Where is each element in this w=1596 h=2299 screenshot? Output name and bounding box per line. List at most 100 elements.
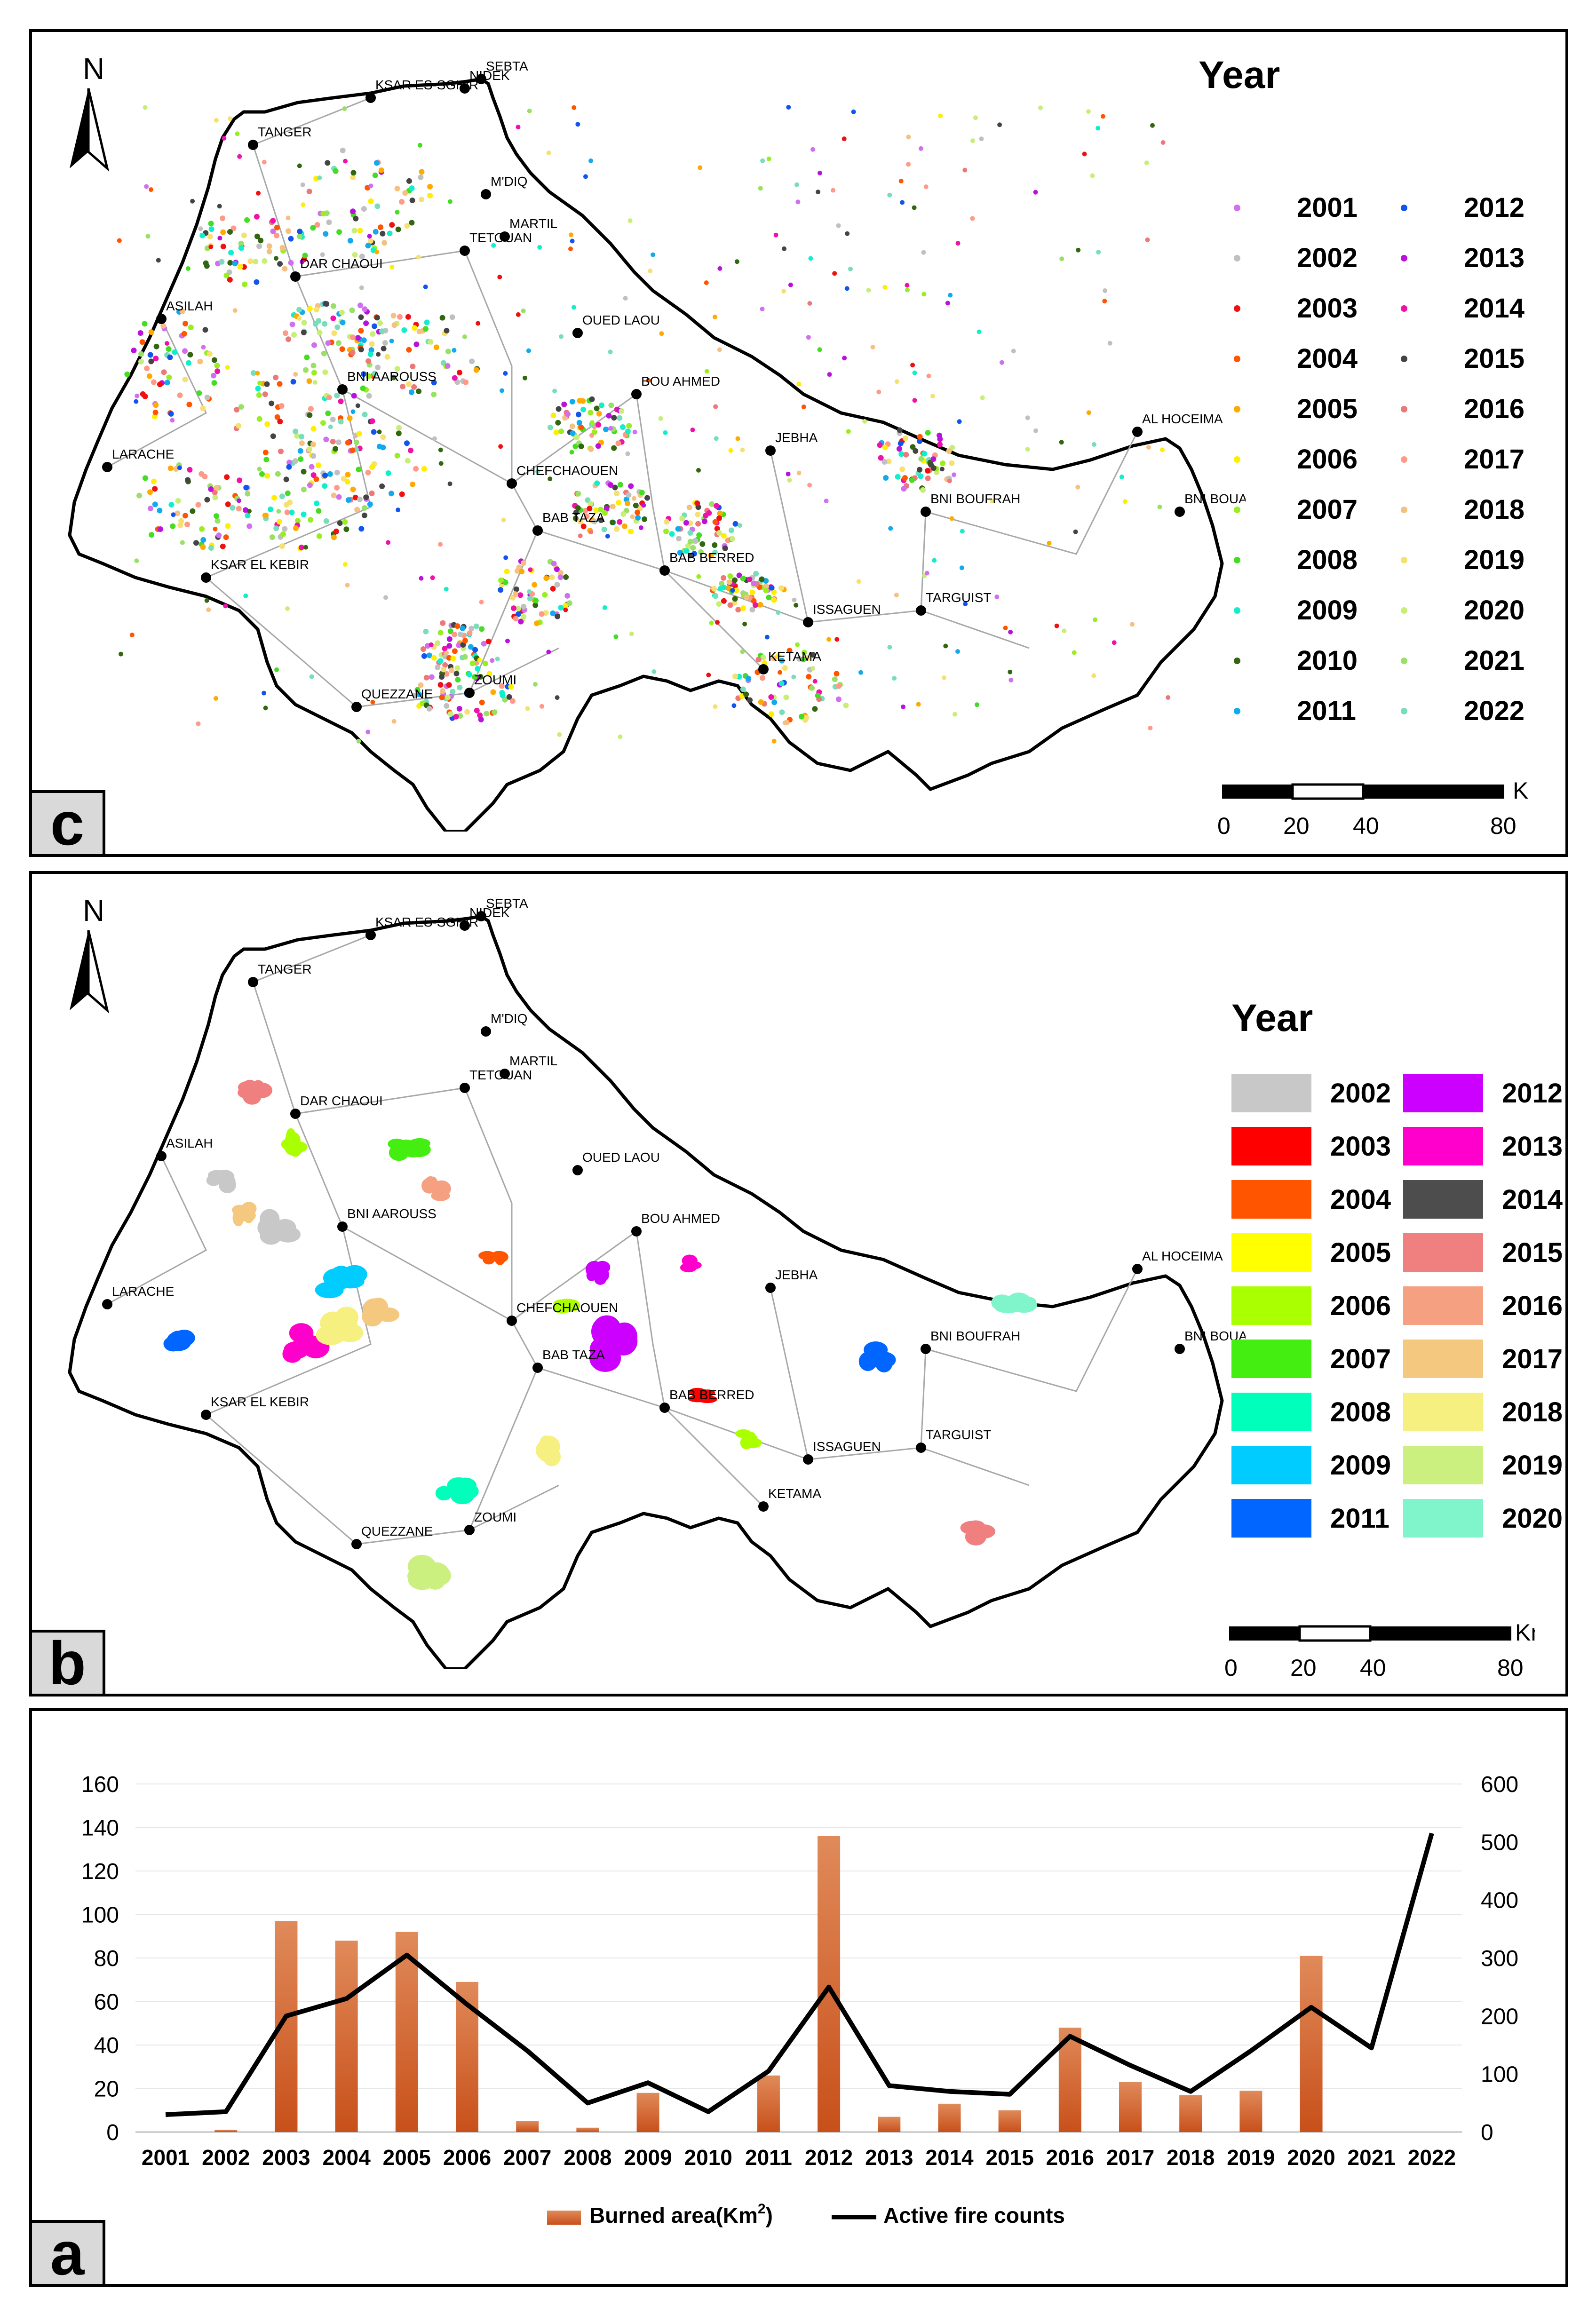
- legend-label: 2005: [1330, 1237, 1391, 1268]
- fire-point: [712, 549, 718, 555]
- fire-point: [352, 252, 358, 258]
- fire-point: [796, 470, 802, 476]
- fire-point: [304, 354, 310, 360]
- fire-point: [368, 183, 373, 189]
- fire-point: [591, 429, 597, 435]
- fire-point: [366, 373, 372, 379]
- category-label: 2017: [1106, 2145, 1154, 2170]
- fire-point: [237, 154, 242, 159]
- fire-point: [955, 241, 961, 246]
- fire-point: [352, 494, 358, 500]
- fire-point: [300, 259, 305, 264]
- right-tick-label: 400: [1481, 1888, 1518, 1913]
- fire-point: [798, 713, 804, 720]
- fire-point: [275, 471, 281, 477]
- fire-point: [499, 690, 505, 696]
- legend-swatch: [1403, 1074, 1483, 1112]
- fire-point: [421, 653, 427, 659]
- fire-point: [1096, 126, 1101, 131]
- fire-point: [297, 233, 302, 239]
- fire-point: [427, 192, 433, 198]
- fire-point: [276, 509, 281, 514]
- fire-point: [310, 225, 316, 231]
- fire-point: [588, 158, 594, 163]
- legend-item-2005: 2005: [1231, 1233, 1391, 1272]
- fire-point: [356, 431, 362, 437]
- scale-bar: Km 0 20 40 80: [1217, 780, 1528, 839]
- fire-point: [577, 519, 583, 525]
- fire-point: [188, 325, 194, 331]
- fire-point: [533, 598, 539, 603]
- fire-point: [727, 602, 733, 608]
- fire-point: [952, 472, 956, 477]
- fire-point: [356, 738, 361, 744]
- fire-point: [198, 226, 203, 231]
- fire-point: [602, 605, 607, 610]
- fire-point: [432, 436, 437, 441]
- fire-point: [698, 165, 703, 170]
- fire-point: [297, 316, 302, 321]
- legend-swatch: [1234, 707, 1240, 714]
- legend-label: 2017: [1464, 444, 1525, 475]
- fire-point: [973, 115, 978, 120]
- fire-point: [930, 465, 937, 471]
- city-marker: [481, 1026, 491, 1037]
- road: [206, 1414, 357, 1545]
- map-panel-c: SEBTA KSAR ES-SGHIR NIDEK TANGER M'DIQ MARTIL…: [29, 29, 1568, 857]
- fire-point: [330, 303, 336, 309]
- fire-point: [490, 689, 496, 695]
- bar: [1239, 2091, 1263, 2132]
- burned-patch: [232, 1209, 244, 1227]
- fire-point: [1033, 428, 1038, 433]
- city-marker: [572, 328, 583, 338]
- fire-point: [282, 266, 288, 272]
- fire-point: [812, 679, 818, 684]
- fire-point: [257, 467, 262, 472]
- fire-point: [379, 328, 385, 334]
- fire-point: [638, 525, 643, 530]
- fire-point: [418, 174, 424, 180]
- fire-point: [164, 380, 170, 386]
- fire-point: [876, 389, 881, 395]
- fire-point: [588, 410, 594, 416]
- fire-point: [175, 510, 181, 516]
- fire-point: [877, 442, 883, 448]
- fire-point: [405, 458, 411, 464]
- fire-point: [220, 215, 226, 222]
- fire-point: [626, 492, 632, 498]
- fire-point: [217, 204, 222, 209]
- fire-point: [826, 637, 832, 642]
- fire-point: [217, 236, 222, 241]
- fire-point: [288, 260, 294, 266]
- fire-point: [406, 347, 412, 353]
- fire-point: [214, 518, 221, 524]
- fire-point: [134, 399, 139, 404]
- fire-point: [380, 230, 386, 237]
- fire-point: [588, 500, 594, 507]
- fire-point: [256, 392, 262, 398]
- fire-point: [279, 493, 285, 499]
- fire-point: [311, 370, 317, 376]
- road: [253, 934, 371, 983]
- legend-item-2016: 2016: [1403, 1286, 1563, 1325]
- fire-point: [390, 374, 397, 381]
- fire-point: [145, 234, 151, 239]
- fire-point: [381, 240, 388, 246]
- fire-point: [1090, 173, 1095, 178]
- fire-point: [315, 462, 321, 468]
- bar: [636, 2093, 659, 2132]
- fire-point: [708, 553, 714, 559]
- fire-point: [395, 210, 400, 215]
- fire-point: [608, 482, 614, 488]
- fire-point: [349, 349, 356, 356]
- city-marker: [532, 525, 543, 536]
- burned-patch: [218, 1176, 236, 1193]
- legend-item-2007: 2007: [1234, 494, 1358, 525]
- fire-point: [362, 306, 368, 312]
- city-label: BOU AHMED: [641, 1211, 720, 1226]
- bar: [1179, 2095, 1202, 2132]
- fire-point: [266, 243, 272, 249]
- fire-point: [311, 342, 317, 348]
- fire-point: [608, 349, 613, 355]
- fire-point: [396, 430, 402, 436]
